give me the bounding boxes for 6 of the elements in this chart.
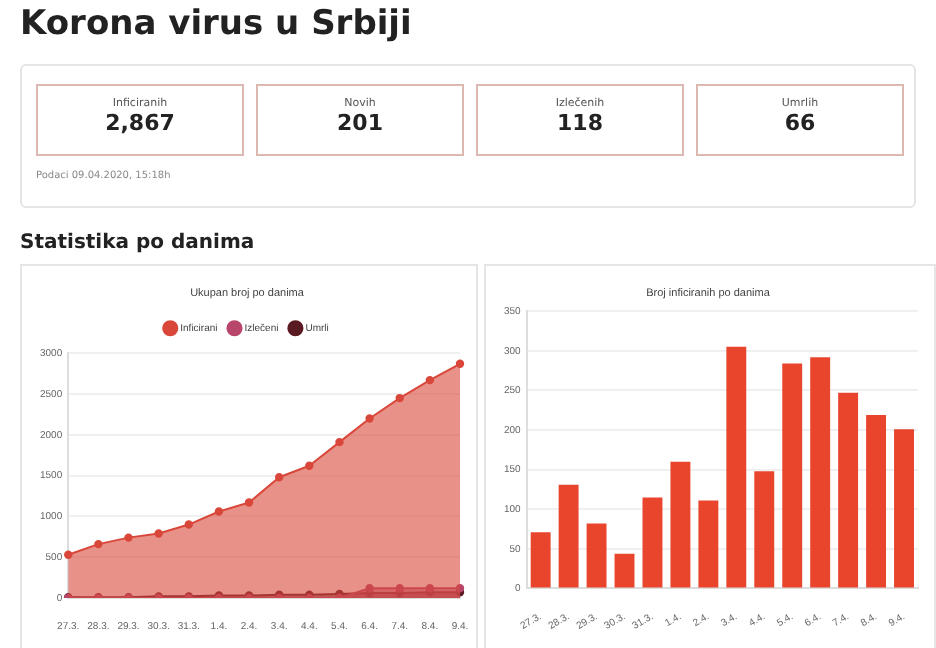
text: Korona virus u Srbiji <box>20 4 412 44</box>
text: 201 <box>337 110 383 136</box>
text: 66 <box>784 110 816 136</box>
text: 118 <box>557 110 603 136</box>
text: Statistika po danima <box>20 232 255 254</box>
text: 2,867 <box>105 110 175 136</box>
